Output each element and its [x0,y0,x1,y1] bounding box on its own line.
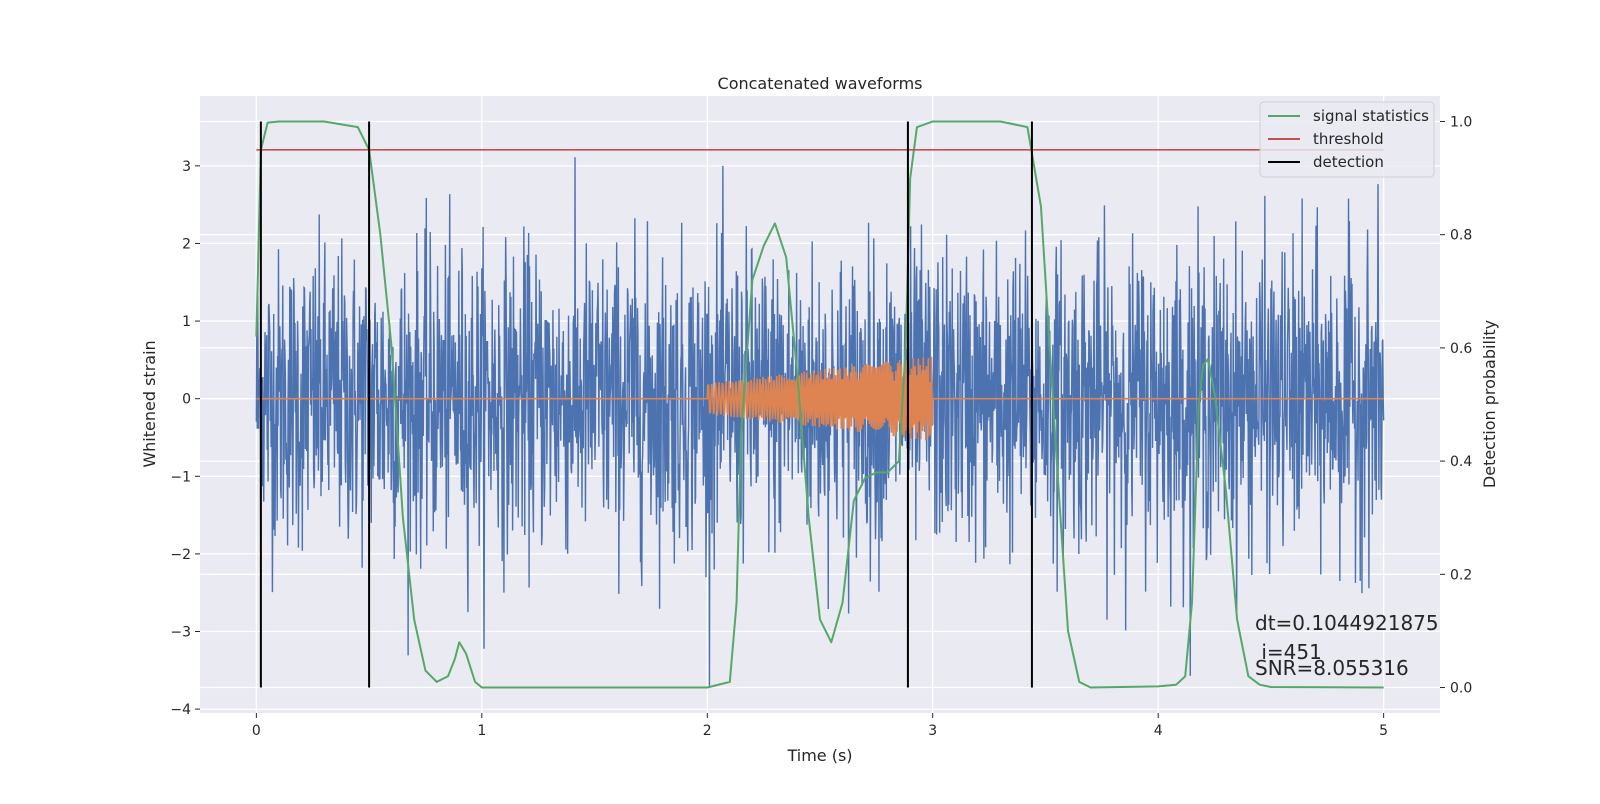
x-tick-label: 5 [1379,723,1388,739]
signal-statistics-line [255,120,1384,689]
y2-tick-label: 0.0 [1450,681,1472,697]
chart-title: Concatenated waveforms [718,74,923,93]
y-tick-label: −1 [170,469,191,485]
legend-box [1259,101,1435,178]
y-tick-label: 1 [182,314,191,330]
y-tick-label: −2 [170,547,191,563]
y2-tick-label: 0.6 [1450,341,1472,357]
annotation-dt: dt=0.1044921875 [1255,611,1439,635]
x-axis-label: Time (s) [786,746,852,765]
y2-tick-label: 1.0 [1450,114,1472,130]
x-tick-label: 2 [703,723,712,739]
x-tick-label: 0 [252,723,261,739]
y2-tick-label: 0.2 [1450,567,1472,583]
y-axis-label: Whitened strain [140,340,159,467]
y-tick-label: −4 [170,702,191,718]
x-tick-label: 1 [477,723,486,739]
legend-label-detection: detection [1313,153,1384,171]
ticks: 0 1 2 3 4 5 −4 −3 −2 −1 0 1 2 3 0.0 0.2 0.4 0.6 0.8 1.0 [170,114,1472,739]
x-tick-label: 4 [1154,723,1163,739]
y2-tick-label: 0.4 [1450,454,1472,470]
y-tick-label: 0 [182,392,191,408]
annotation-index: i=451 [1255,640,1322,664]
injected-signal-line [256,356,1384,441]
annotation-snr: SNR=8.055316 [1255,656,1409,680]
annotations: dt=0.1044921875 i=451 SNR=8.055316 [1255,611,1439,680]
plot-area [255,120,1385,689]
legend-label-threshold: threshold [1313,130,1384,148]
x-tick-label: 3 [928,723,937,739]
y-tick-label: 2 [182,236,191,252]
y-tick-label: −3 [170,625,191,641]
y-tick-label: 3 [182,159,191,175]
legend-label-signal-statistics: signal statistics [1313,107,1429,125]
legend: signal statistics threshold detection [1259,101,1435,178]
y2-tick-label: 0.8 [1450,228,1472,244]
y2-axis-label: Detection probability [1480,320,1499,488]
